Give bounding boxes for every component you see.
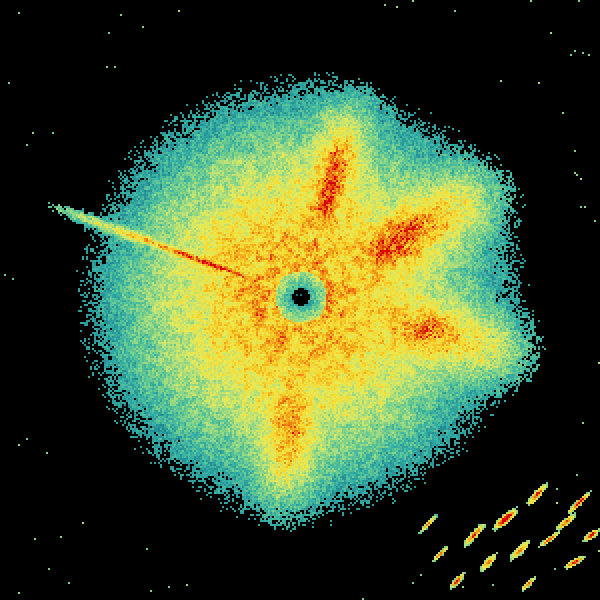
radar-reflectivity-canvas: [0, 0, 600, 600]
radar-display: [0, 0, 600, 600]
